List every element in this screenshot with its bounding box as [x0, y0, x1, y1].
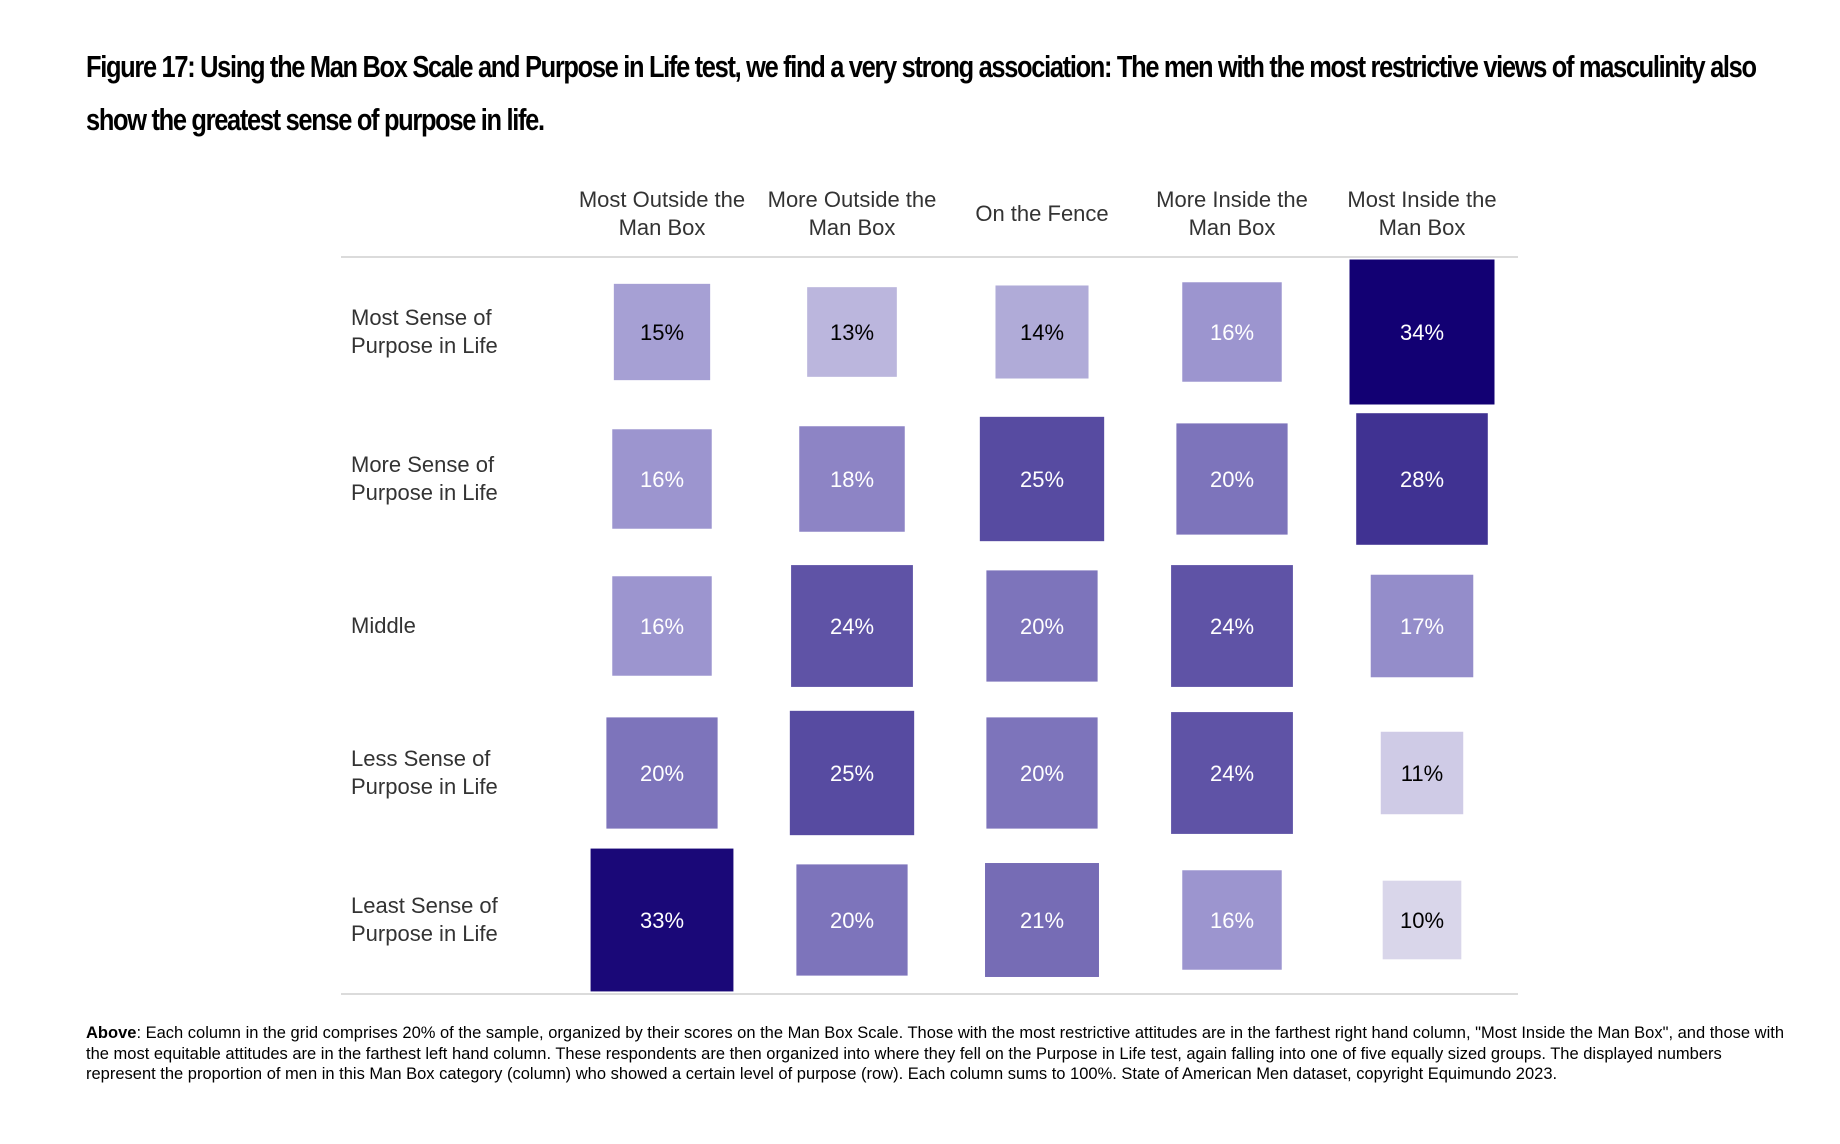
cell-value-label: 16%	[1210, 908, 1254, 933]
cell-square	[1182, 282, 1282, 382]
cell-value-label: 17%	[1400, 614, 1444, 639]
cell-value-label: 20%	[1020, 761, 1064, 786]
row-label-5: Least Sense of	[351, 893, 499, 918]
cell-value-label: 24%	[1210, 761, 1254, 786]
column-header-2: Man Box	[809, 215, 896, 240]
footnote: Above: Each column in the grid comprises…	[86, 1023, 1786, 1085]
cell-square	[1171, 565, 1293, 687]
cell-value-label: 28%	[1400, 467, 1444, 492]
cell-value-label: 16%	[640, 467, 684, 492]
cell-square	[590, 848, 734, 992]
column-header-5: Man Box	[1379, 215, 1466, 240]
row-label-2: More Sense of	[351, 452, 495, 477]
cell-value-label: 33%	[640, 908, 684, 933]
cell-square	[799, 426, 905, 532]
row-label-5: Purpose in Life	[351, 921, 498, 946]
cell-value-label: 18%	[830, 467, 874, 492]
figure-title: Figure 17: Using the Man Box Scale and P…	[86, 49, 1757, 137]
cell-value-label: 20%	[1020, 614, 1064, 639]
footnote-text: : Each column in the grid comprises 20% …	[86, 1024, 1785, 1083]
cell-square	[606, 717, 718, 829]
column-header-1: Most Outside the	[579, 187, 745, 212]
row-label-4: Less Sense of	[351, 746, 491, 771]
cell-square	[1182, 870, 1282, 970]
row-label-1: Purpose in Life	[351, 333, 498, 358]
cell-value-label: 15%	[640, 320, 684, 345]
row-label-3: Middle	[351, 613, 416, 638]
cell-square	[1370, 574, 1474, 678]
row-label-4: Purpose in Life	[351, 774, 498, 799]
cell-value-label: 24%	[830, 614, 874, 639]
cell-value-label: 25%	[830, 761, 874, 786]
column-header-4: More Inside the	[1156, 187, 1308, 212]
cell-square	[985, 863, 1099, 977]
row-label-1: Most Sense of	[351, 305, 493, 330]
cell-square	[796, 864, 908, 976]
cell-square	[1176, 423, 1288, 535]
column-header-1: Man Box	[619, 215, 706, 240]
cell-square	[612, 576, 712, 676]
cell-square	[986, 570, 1098, 682]
column-header-2: More Outside the	[768, 187, 937, 212]
cell-square	[1171, 712, 1293, 834]
cell-square	[1380, 731, 1464, 815]
heatmap-chart: Most Outside the Man Box More Outside the M…	[341, 187, 1518, 995]
cell-value-label: 11%	[1401, 761, 1443, 786]
row-label-2: Purpose in Life	[351, 480, 498, 505]
cell-square	[807, 287, 897, 377]
cell-value-label: 16%	[640, 614, 684, 639]
cell-value-label: 20%	[1210, 467, 1254, 492]
cell-square	[1349, 259, 1495, 405]
cell-square	[979, 416, 1105, 542]
cell-square	[791, 565, 913, 687]
column-header-3: On the Fence	[975, 201, 1108, 226]
cell-value-label: 24%	[1210, 614, 1254, 639]
footnote-lead: Above	[86, 1024, 137, 1042]
cell-value-label: 14%	[1020, 320, 1064, 345]
cell-square	[612, 429, 712, 529]
column-header-5: Most Inside the	[1347, 187, 1496, 212]
cell-value-label: 34%	[1400, 320, 1444, 345]
column-header-4: Man Box	[1189, 215, 1276, 240]
cell-square	[986, 717, 1098, 829]
cell-value-label: 21%	[1020, 908, 1064, 933]
cell-square	[1382, 880, 1462, 960]
cell-value-label: 25%	[1020, 467, 1064, 492]
cell-value-label: 16%	[1210, 320, 1254, 345]
cell-square	[789, 710, 915, 836]
cell-square	[1356, 413, 1488, 545]
cell-value-label: 20%	[640, 761, 684, 786]
cell-value-label: 10%	[1400, 908, 1444, 933]
cell-value-label: 13%	[830, 320, 874, 345]
cell-square	[613, 283, 711, 381]
cell-square	[995, 285, 1089, 379]
cell-value-label: 20%	[830, 908, 874, 933]
